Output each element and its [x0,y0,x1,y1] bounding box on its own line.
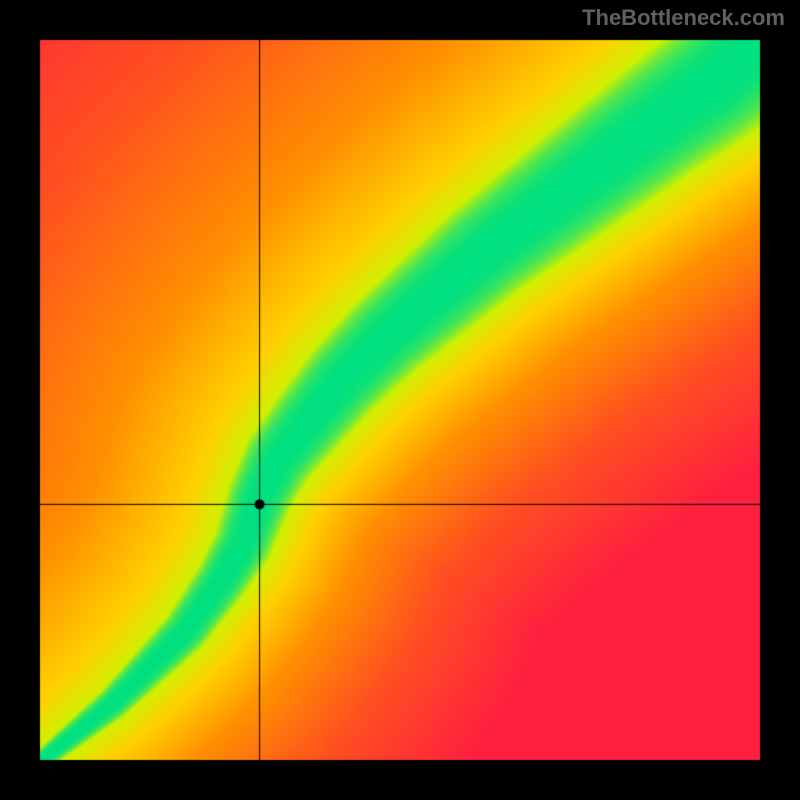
bottleneck-heatmap [0,0,800,800]
chart-container: TheBottleneck.com [0,0,800,800]
watermark-text: TheBottleneck.com [582,5,785,31]
